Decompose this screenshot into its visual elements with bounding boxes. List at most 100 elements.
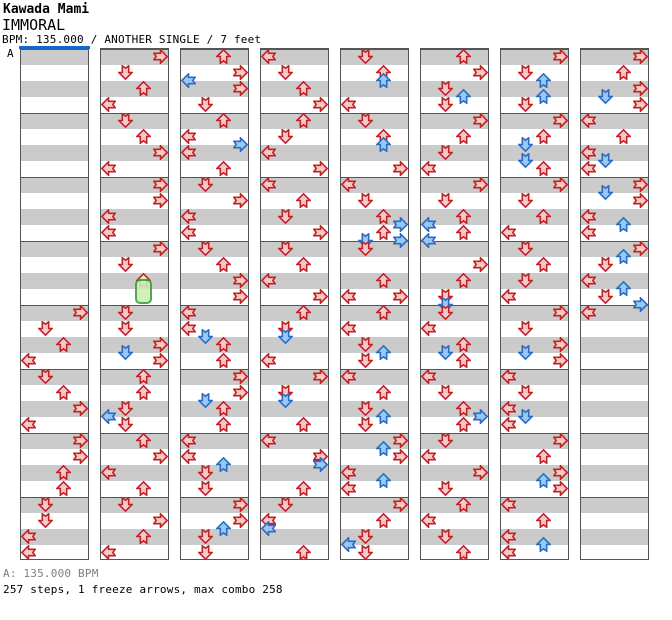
note-up-arrow — [376, 272, 391, 288]
note-left-arrow — [341, 464, 356, 480]
note-up-arrow — [136, 480, 151, 496]
note-left-arrow — [181, 432, 196, 448]
note-up-arrow — [456, 48, 471, 64]
note-up-arrow — [56, 480, 71, 496]
footer-bpm-readout: A: 135.000 BPM — [3, 567, 99, 580]
note-down-arrow — [598, 88, 613, 104]
note-down-arrow — [38, 496, 53, 512]
note-left-arrow — [581, 160, 596, 176]
note-down-arrow — [278, 392, 293, 408]
note-right-arrow — [553, 464, 568, 480]
note-down-arrow — [358, 112, 373, 128]
note-down-arrow — [198, 328, 213, 344]
note-down-arrow — [518, 136, 533, 152]
note-left-arrow — [341, 288, 356, 304]
note-right-arrow — [633, 192, 648, 208]
note-up-arrow — [616, 248, 631, 264]
note-left-arrow — [501, 368, 516, 384]
note-up-arrow — [456, 496, 471, 512]
note-up-arrow — [296, 192, 311, 208]
note-left-arrow — [581, 304, 596, 320]
note-right-arrow — [153, 512, 168, 528]
note-left-arrow — [421, 320, 436, 336]
note-up-arrow — [536, 88, 551, 104]
note-up-arrow — [296, 256, 311, 272]
note-right-arrow — [553, 432, 568, 448]
note-up-arrow — [56, 384, 71, 400]
note-left-arrow — [261, 48, 276, 64]
note-down-arrow — [198, 392, 213, 408]
note-up-arrow — [216, 416, 231, 432]
note-left-arrow — [501, 400, 516, 416]
note-down-arrow — [278, 128, 293, 144]
note-left-arrow — [181, 304, 196, 320]
note-left-arrow — [101, 408, 116, 424]
note-down-arrow — [278, 64, 293, 80]
note-up-arrow — [296, 304, 311, 320]
note-left-arrow — [421, 232, 436, 248]
note-right-arrow — [553, 176, 568, 192]
footer-step-summary: 257 steps, 1 freeze arrows, max combo 25… — [3, 583, 283, 596]
note-left-arrow — [501, 528, 516, 544]
note-up-arrow — [536, 128, 551, 144]
note-down-arrow — [438, 384, 453, 400]
note-left-arrow — [581, 208, 596, 224]
note-left-arrow — [101, 160, 116, 176]
note-right-arrow — [233, 368, 248, 384]
note-down-arrow — [198, 480, 213, 496]
note-right-arrow — [233, 136, 248, 152]
note-right-arrow — [233, 192, 248, 208]
note-down-arrow — [438, 192, 453, 208]
note-down-arrow — [118, 344, 133, 360]
note-down-arrow — [198, 240, 213, 256]
note-up-arrow — [456, 128, 471, 144]
section-marker-label: A — [7, 47, 14, 60]
note-up-arrow — [536, 472, 551, 488]
note-up-arrow — [376, 304, 391, 320]
note-down-arrow — [278, 208, 293, 224]
note-down-arrow — [518, 344, 533, 360]
note-left-arrow — [261, 352, 276, 368]
note-down-arrow — [118, 416, 133, 432]
note-down-arrow — [438, 344, 453, 360]
note-right-arrow — [233, 496, 248, 512]
note-up-arrow — [296, 416, 311, 432]
note-left-arrow — [261, 272, 276, 288]
note-up-arrow — [216, 48, 231, 64]
stepchart-panel-2 — [100, 48, 169, 560]
note-up-arrow — [296, 112, 311, 128]
note-right-arrow — [233, 512, 248, 528]
note-up-arrow — [216, 520, 231, 536]
note-left-arrow — [101, 544, 116, 560]
note-left-arrow — [421, 216, 436, 232]
note-right-arrow — [233, 64, 248, 80]
note-right-arrow — [313, 368, 328, 384]
note-left-arrow — [181, 448, 196, 464]
note-down-arrow — [198, 176, 213, 192]
note-down-arrow — [118, 256, 133, 272]
note-left-arrow — [181, 320, 196, 336]
freeze-arrow-body — [135, 278, 152, 304]
note-right-arrow — [233, 384, 248, 400]
note-up-arrow — [56, 464, 71, 480]
section-a-cursor-line — [19, 45, 90, 49]
note-down-arrow — [118, 496, 133, 512]
note-up-arrow — [376, 512, 391, 528]
note-down-arrow — [118, 64, 133, 80]
note-right-arrow — [633, 296, 648, 312]
note-down-arrow — [518, 240, 533, 256]
chart-meta-info: BPM: 135.000 / ANOTHER SINGLE / 7 feet — [2, 33, 262, 46]
note-up-arrow — [456, 416, 471, 432]
note-right-arrow — [633, 96, 648, 112]
note-down-arrow — [278, 240, 293, 256]
note-down-arrow — [438, 96, 453, 112]
note-left-arrow — [341, 536, 356, 552]
note-right-arrow — [313, 456, 328, 472]
note-right-arrow — [633, 48, 648, 64]
note-up-arrow — [456, 400, 471, 416]
note-left-arrow — [181, 128, 196, 144]
note-down-arrow — [358, 528, 373, 544]
note-up-arrow — [376, 472, 391, 488]
note-down-arrow — [598, 152, 613, 168]
note-down-arrow — [598, 288, 613, 304]
